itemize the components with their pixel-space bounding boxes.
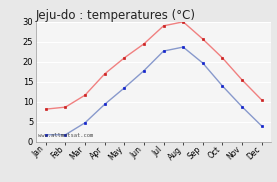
Text: www.allmetsat.com: www.allmetsat.com — [38, 133, 94, 138]
Text: Jeju-do : temperatures (°C): Jeju-do : temperatures (°C) — [36, 9, 196, 22]
